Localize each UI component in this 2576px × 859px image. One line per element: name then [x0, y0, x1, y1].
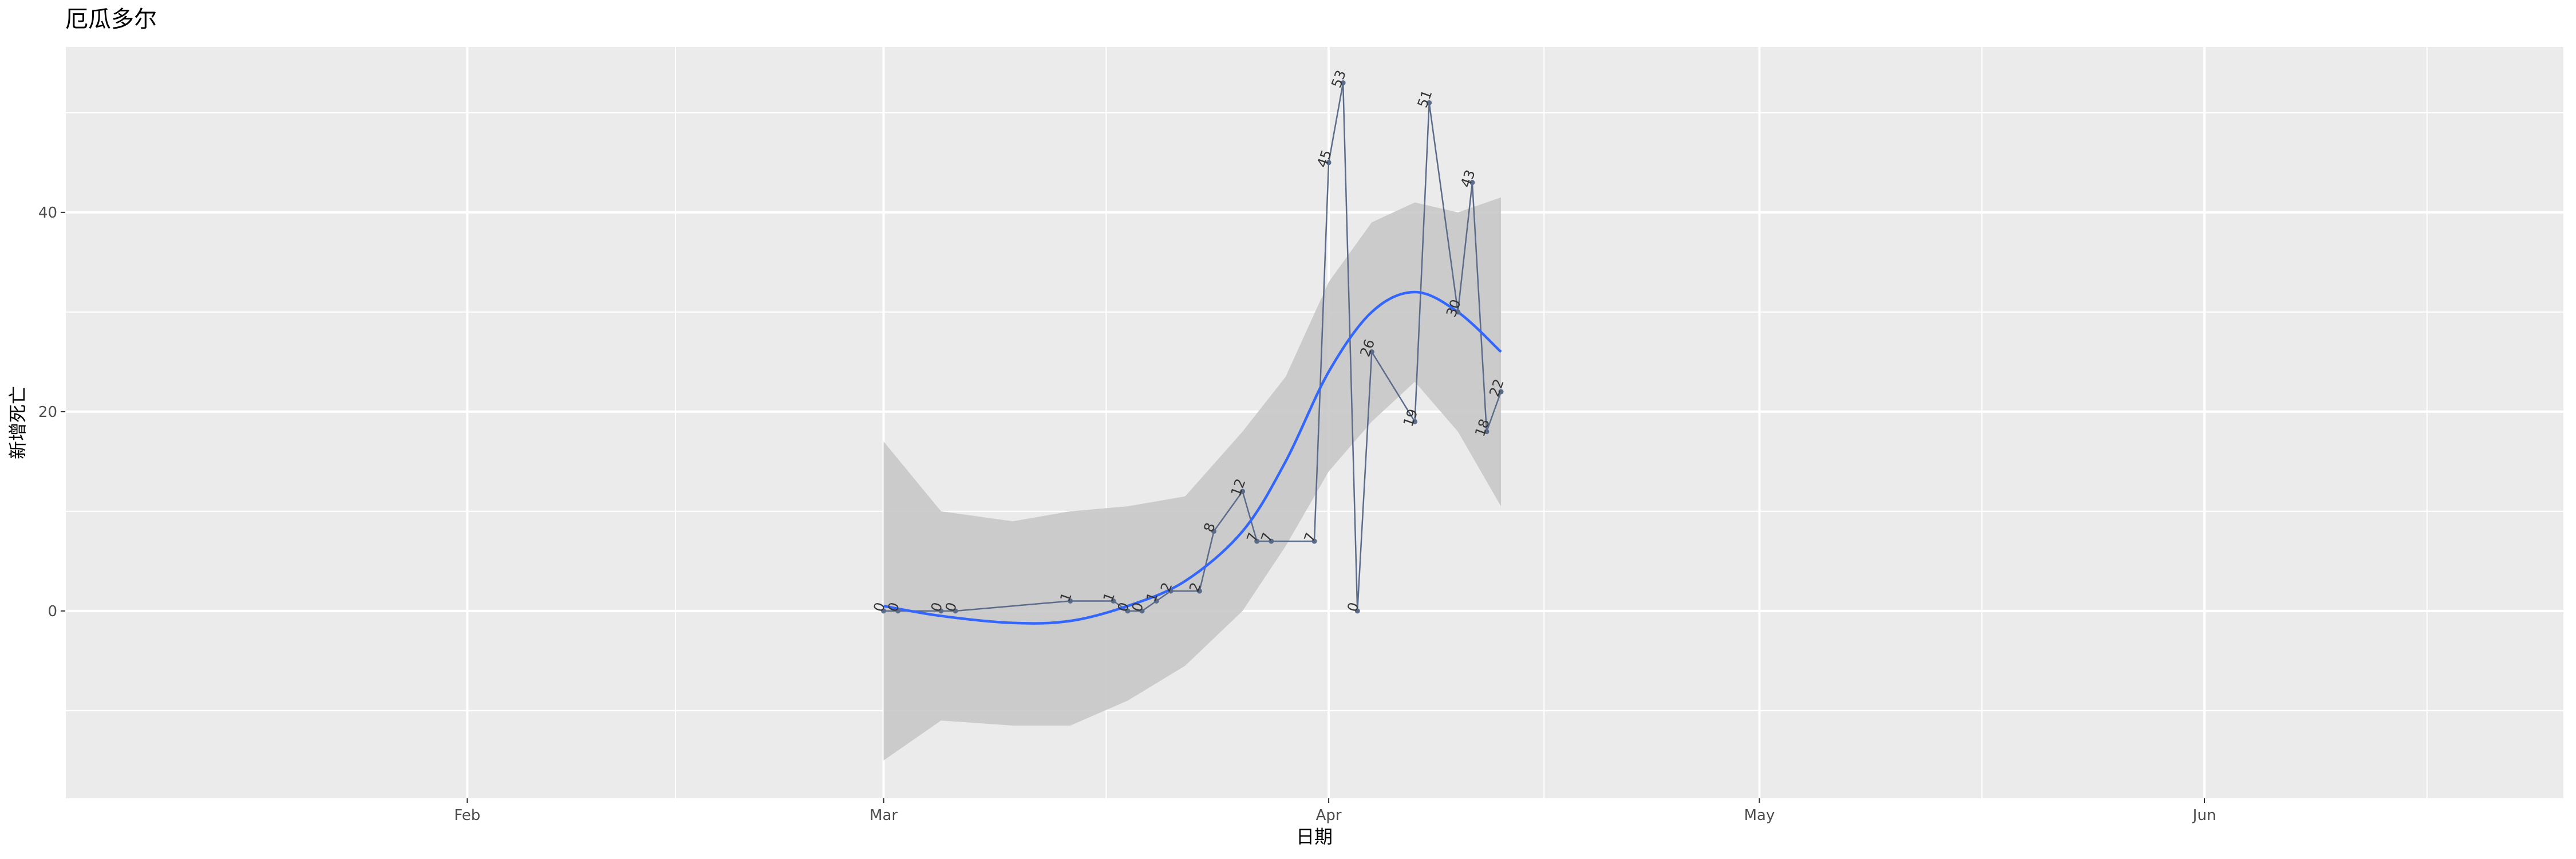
data-line-group [883, 82, 1502, 612]
data-point [881, 608, 887, 614]
data-point [1211, 529, 1216, 534]
data-point [1125, 608, 1131, 614]
data-point [1412, 419, 1418, 424]
x-tick-label: Mar [870, 807, 898, 824]
x-tick-label: Apr [1316, 807, 1342, 824]
data-point [1354, 608, 1360, 614]
series-line [883, 82, 1502, 612]
data-point [1269, 538, 1274, 544]
data-point [1340, 80, 1346, 86]
data-point [1068, 598, 1073, 604]
chart-title: 厄瓜多尔 [65, 6, 157, 33]
y-tick-label: 0 [48, 603, 57, 620]
confidence-band [883, 197, 1502, 761]
data-point [1254, 538, 1260, 544]
x-tick-label: Feb [454, 807, 480, 824]
data-point [1498, 389, 1504, 395]
confidence-ribbon [883, 197, 1502, 761]
smooth-line [883, 290, 1502, 625]
data-points [881, 80, 1504, 614]
x-axis-title: 日期 [1296, 826, 1333, 848]
x-axis: Feb Mar Apr May Jun [454, 798, 2216, 824]
y-tick-label: 40 [38, 204, 57, 222]
data-point [1369, 349, 1374, 354]
data-point [938, 608, 944, 614]
y-tick-label: 20 [38, 404, 57, 421]
data-point [1240, 488, 1246, 494]
data-point [1484, 429, 1490, 435]
y-axis-title: 新增死亡 [7, 386, 29, 459]
data-point [1196, 588, 1202, 594]
data-point [1111, 598, 1116, 604]
smooth-line-group [883, 290, 1502, 625]
data-point [1427, 100, 1432, 105]
data-point [1455, 309, 1461, 315]
x-tick-label: Jun [2192, 807, 2217, 824]
data-point [1326, 160, 1332, 166]
data-point [1153, 598, 1159, 604]
data-point [1469, 180, 1475, 186]
grid-lines [65, 47, 2563, 798]
data-point [1139, 608, 1145, 614]
data-point [1168, 588, 1174, 594]
x-tick-label: May [1744, 807, 1775, 824]
y-axis: 0 20 40 [38, 204, 65, 620]
data-point [895, 608, 901, 614]
data-point [953, 608, 958, 614]
data-point [1311, 538, 1317, 544]
